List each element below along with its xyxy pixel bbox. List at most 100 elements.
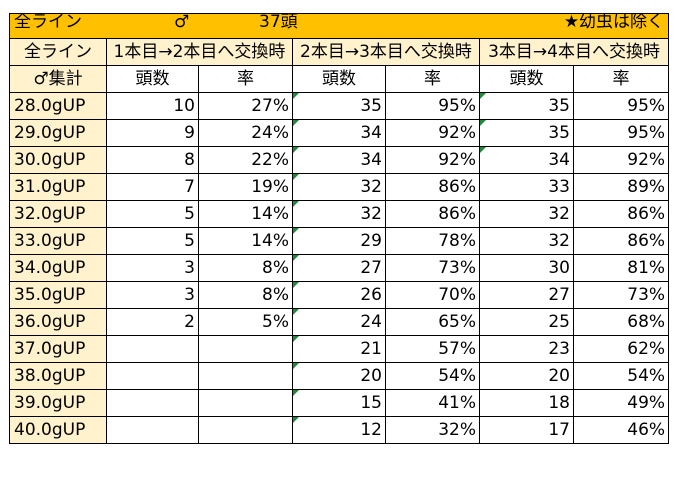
row-label[interactable]: 39.0gUP <box>9 389 107 417</box>
cell-rate-3[interactable]: 95% <box>572 92 670 120</box>
title-cell[interactable]: 全ライン ♂ 37頭 ★幼虫は除く <box>8 13 670 39</box>
cell-count-1[interactable]: 8 <box>106 146 199 174</box>
cell-count-2[interactable]: 21 <box>292 335 386 363</box>
cell-count-2[interactable]: 24 <box>292 308 386 336</box>
cell-count-2[interactable]: 34 <box>292 119 386 147</box>
sub-header-rate-1[interactable]: 率 <box>198 65 293 93</box>
cell-rate-3[interactable]: 81% <box>572 254 670 282</box>
cell-rate-1[interactable] <box>198 362 293 390</box>
cell-count-3[interactable]: 32 <box>479 200 574 228</box>
sub-header-count-1[interactable]: 頭数 <box>106 65 199 93</box>
cell-rate-3[interactable]: 86% <box>572 200 670 228</box>
corner-bottom-cell[interactable]: ♂集計 <box>9 65 107 93</box>
cell-rate-3[interactable]: 92% <box>572 146 670 174</box>
cell-count-2[interactable]: 35 <box>292 92 386 120</box>
cell-rate-1[interactable]: 5% <box>198 308 293 336</box>
cell-count-3[interactable]: 17 <box>479 416 574 444</box>
cell-rate-2[interactable]: 73% <box>385 254 480 282</box>
row-label[interactable]: 29.0gUP <box>9 119 107 147</box>
row-label[interactable]: 35.0gUP <box>9 281 107 309</box>
cell-count-2[interactable]: 20 <box>292 362 386 390</box>
group-header-3[interactable]: 3本目→4本目へ交換時 <box>478 38 670 66</box>
cell-count-3[interactable]: 32 <box>479 227 574 255</box>
cell-rate-1[interactable]: 22% <box>198 146 293 174</box>
cell-rate-2[interactable]: 92% <box>385 119 480 147</box>
cell-rate-3[interactable]: 49% <box>572 389 670 417</box>
cell-count-3[interactable]: 30 <box>479 254 574 282</box>
cell-rate-1[interactable]: 24% <box>198 119 293 147</box>
cell-rate-1[interactable] <box>198 416 293 444</box>
row-label[interactable]: 32.0gUP <box>9 200 107 228</box>
cell-count-1[interactable]: 5 <box>106 200 199 228</box>
cell-count-3[interactable]: 35 <box>479 92 574 120</box>
cell-count-2[interactable]: 12 <box>292 416 386 444</box>
cell-count-3[interactable]: 35 <box>479 119 574 147</box>
sub-header-rate-2[interactable]: 率 <box>385 65 480 93</box>
cell-count-2[interactable]: 27 <box>292 254 386 282</box>
group-header-2[interactable]: 2本目→3本目へ交換時 <box>292 38 480 66</box>
cell-rate-1[interactable]: 8% <box>198 281 293 309</box>
cell-count-2[interactable]: 32 <box>292 200 386 228</box>
row-label[interactable]: 36.0gUP <box>9 308 107 336</box>
cell-rate-2[interactable]: 92% <box>385 146 480 174</box>
row-label[interactable]: 31.0gUP <box>9 173 107 201</box>
sub-header-count-3[interactable]: 頭数 <box>479 65 574 93</box>
cell-rate-1[interactable]: 8% <box>198 254 293 282</box>
cell-count-3[interactable]: 25 <box>479 308 574 336</box>
cell-rate-3[interactable]: 95% <box>572 119 670 147</box>
cell-rate-1[interactable] <box>198 389 293 417</box>
cell-count-2[interactable]: 34 <box>292 146 386 174</box>
cell-rate-2[interactable]: 95% <box>385 92 480 120</box>
cell-count-1[interactable]: 7 <box>106 173 199 201</box>
cell-count-1[interactable] <box>106 362 199 390</box>
cell-rate-2[interactable]: 54% <box>385 362 480 390</box>
cell-rate-1[interactable]: 27% <box>198 92 293 120</box>
sub-header-count-2[interactable]: 頭数 <box>292 65 386 93</box>
cell-rate-3[interactable]: 68% <box>572 308 670 336</box>
cell-count-2[interactable]: 26 <box>292 281 386 309</box>
cell-count-1[interactable]: 3 <box>106 254 199 282</box>
cell-count-1[interactable]: 2 <box>106 308 199 336</box>
cell-rate-3[interactable]: 46% <box>572 416 670 444</box>
cell-count-3[interactable]: 33 <box>479 173 574 201</box>
cell-rate-1[interactable] <box>198 335 293 363</box>
cell-rate-1[interactable]: 14% <box>198 200 293 228</box>
cell-count-3[interactable]: 23 <box>479 335 574 363</box>
row-label[interactable]: 30.0gUP <box>9 146 107 174</box>
cell-rate-2[interactable]: 70% <box>385 281 480 309</box>
cell-rate-2[interactable]: 41% <box>385 389 480 417</box>
cell-rate-2[interactable]: 57% <box>385 335 480 363</box>
cell-rate-3[interactable]: 86% <box>572 227 670 255</box>
cell-count-1[interactable]: 9 <box>106 119 199 147</box>
cell-count-3[interactable]: 20 <box>479 362 574 390</box>
row-label[interactable]: 38.0gUP <box>9 362 107 390</box>
sub-header-rate-3[interactable]: 率 <box>572 65 670 93</box>
cell-count-1[interactable]: 3 <box>106 281 199 309</box>
cell-count-3[interactable]: 34 <box>479 146 574 174</box>
cell-count-2[interactable]: 29 <box>292 227 386 255</box>
row-label[interactable]: 37.0gUP <box>9 335 107 363</box>
corner-top-cell[interactable]: 全ライン <box>9 38 107 66</box>
cell-rate-2[interactable]: 65% <box>385 308 480 336</box>
cell-count-3[interactable]: 18 <box>479 389 574 417</box>
cell-rate-2[interactable]: 78% <box>385 227 480 255</box>
cell-rate-1[interactable]: 19% <box>198 173 293 201</box>
row-label[interactable]: 33.0gUP <box>9 227 107 255</box>
group-header-1[interactable]: 1本目→2本目へ交換時 <box>106 38 293 66</box>
cell-rate-3[interactable]: 89% <box>572 173 670 201</box>
row-label[interactable]: 28.0gUP <box>9 92 107 120</box>
cell-count-1[interactable] <box>106 416 199 444</box>
row-label[interactable]: 34.0gUP <box>9 254 107 282</box>
cell-rate-2[interactable]: 86% <box>385 200 480 228</box>
cell-count-3[interactable]: 27 <box>479 281 574 309</box>
cell-rate-3[interactable]: 54% <box>572 362 670 390</box>
cell-rate-2[interactable]: 32% <box>385 416 480 444</box>
cell-count-2[interactable]: 15 <box>292 389 386 417</box>
cell-count-1[interactable]: 5 <box>106 227 199 255</box>
cell-rate-2[interactable]: 86% <box>385 173 480 201</box>
cell-rate-3[interactable]: 73% <box>572 281 670 309</box>
cell-count-1[interactable]: 10 <box>106 92 199 120</box>
cell-count-2[interactable]: 32 <box>292 173 386 201</box>
cell-rate-1[interactable]: 14% <box>198 227 293 255</box>
row-label[interactable]: 40.0gUP <box>9 416 107 444</box>
